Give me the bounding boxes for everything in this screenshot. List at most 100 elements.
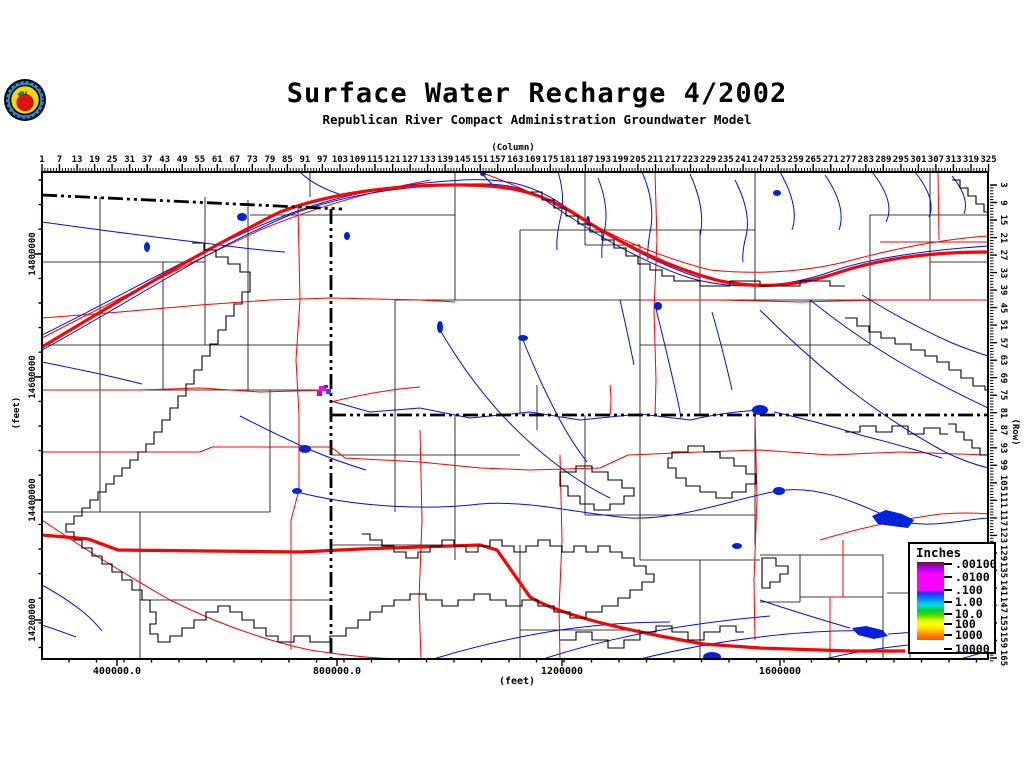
- row-tick-label: 75: [998, 389, 1008, 401]
- column-tick-label: 181: [559, 155, 576, 165]
- row-tick-label: 165: [998, 649, 1008, 667]
- column-axis-label: (Column): [491, 143, 535, 153]
- y-axis-tick-label: 14600000: [28, 355, 38, 399]
- column-tick-label: 295: [892, 155, 909, 165]
- legend-entry-value: .0100: [955, 570, 990, 584]
- legend-entry-tick: [944, 563, 952, 565]
- column-tick-label: 115: [366, 155, 384, 165]
- row-tick-label: 57: [998, 337, 1008, 349]
- column-tick-label: 49: [176, 155, 188, 165]
- column-tick-label: 85: [281, 155, 293, 165]
- row-tick-label: 51: [998, 319, 1008, 331]
- row-tick-label: 3: [998, 182, 1008, 188]
- row-tick-label: 93: [998, 442, 1008, 454]
- row-tick-label: 45: [998, 302, 1008, 314]
- agency-logo: [4, 79, 46, 121]
- column-tick-label: 205: [629, 155, 647, 165]
- y-axis-tick-label: 14400000: [28, 478, 38, 522]
- column-tick-label: 211: [647, 155, 664, 165]
- row-tick-label: 153: [998, 614, 1008, 632]
- column-tick-label: 235: [717, 155, 734, 165]
- x-axis-tick-label: 400000.0: [92, 666, 142, 677]
- legend: Inches .00100.0100.100 1.00 10.0 100 1000 100…: [908, 542, 997, 656]
- column-tick-label: 163: [507, 155, 524, 165]
- state-boundaries: [42, 193, 988, 659]
- column-tick-label: 169: [524, 155, 541, 165]
- row-tick-label: 111: [998, 492, 1008, 509]
- legend-entry-tick: [944, 634, 952, 636]
- column-tick-label: 67: [229, 155, 241, 165]
- y-axis-ticks: [34, 179, 42, 649]
- row-tick-label: 87: [998, 424, 1008, 436]
- legend-entry-value: 10.0: [955, 607, 983, 621]
- legend-entry-value: .100: [955, 583, 983, 597]
- row-tick-label: 21: [998, 232, 1008, 243]
- column-tick-label: 103: [331, 155, 349, 165]
- row-axis-label: (Row): [1010, 418, 1020, 446]
- row-tick-label: 129: [998, 544, 1008, 562]
- column-ruler-major-ticks: [41, 164, 990, 172]
- column-tick-label: 31: [124, 155, 136, 165]
- legend-entry-tick: [944, 601, 952, 603]
- legend-entry-value: 1000: [955, 628, 983, 642]
- legend-entry-tick: [944, 613, 952, 615]
- x-axis-tick-label: 1600000: [758, 666, 802, 677]
- apple-leaf-icon: [17, 91, 25, 96]
- x-axis-unit-label: (feet): [498, 676, 536, 687]
- legend-title: Inches: [916, 545, 962, 560]
- column-tick-label: 7: [56, 155, 63, 165]
- column-tick-label: 133: [419, 155, 436, 165]
- title-block: Surface Water Recharge 4/2002 Republican…: [60, 80, 1014, 127]
- legend-entry-tick: [944, 589, 952, 591]
- column-tick-label: 319: [962, 155, 980, 165]
- column-tick-label: 313: [945, 155, 962, 165]
- legend-entry-value: 10000: [955, 642, 990, 656]
- row-tick-label: 9: [998, 199, 1008, 206]
- row-tick-label: 105: [998, 474, 1008, 491]
- row-tick-label: 123: [998, 527, 1008, 544]
- column-tick-label: 55: [194, 155, 206, 165]
- column-tick-label: 277: [840, 155, 857, 165]
- row-tick-label: 33: [998, 267, 1008, 278]
- lakes: [144, 172, 914, 659]
- page-title: Surface Water Recharge 4/2002: [286, 78, 788, 109]
- row-tick-label: 69: [998, 372, 1008, 384]
- model-boundary: [65, 179, 988, 649]
- row-tick-label: 159: [998, 632, 1008, 649]
- x-axis-tick-label: 1200000: [540, 666, 584, 677]
- column-tick-label: 73: [246, 155, 258, 165]
- legend-entry-tick: [944, 648, 952, 650]
- row-tick-label: 117: [998, 509, 1008, 526]
- row-tick-label: 15: [998, 214, 1008, 226]
- highways: [42, 183, 988, 653]
- column-tick-label: 91: [299, 155, 311, 165]
- column-tick-label: 25: [106, 155, 118, 165]
- legend-entry-value: 100: [955, 617, 976, 631]
- column-tick-label: 193: [594, 155, 612, 165]
- legend-entry-value: .00100: [955, 557, 997, 571]
- legend-entry-value: 1.00: [955, 595, 983, 609]
- column-tick-label: 175: [542, 155, 559, 165]
- row-tick-label: 39: [998, 284, 1008, 296]
- map-frame: [41, 171, 989, 660]
- column-tick-label: 217: [664, 155, 682, 165]
- column-tick-label: 97: [317, 155, 328, 165]
- column-tick-label: 229: [699, 155, 717, 165]
- column-tick-label: 43: [159, 155, 171, 165]
- page-subtitle: Republican River Compact Administration …: [322, 112, 752, 127]
- column-tick-label: 187: [577, 155, 594, 165]
- column-tick-label: 265: [805, 155, 822, 165]
- column-tick-label: 259: [787, 155, 804, 165]
- row-tick-label: 81: [998, 407, 1008, 419]
- y-axis-tick-label: 14800000: [28, 232, 38, 276]
- roads: [42, 172, 988, 659]
- row-tick-label: 27: [998, 249, 1008, 261]
- legend-entry-tick: [944, 623, 952, 625]
- column-tick-label: 79: [264, 155, 276, 165]
- row-tick-label: 147: [998, 597, 1008, 614]
- column-tick-label: 127: [401, 155, 419, 165]
- row-tick-label: 135: [998, 562, 1008, 579]
- row-tick-label: 141: [998, 579, 1008, 597]
